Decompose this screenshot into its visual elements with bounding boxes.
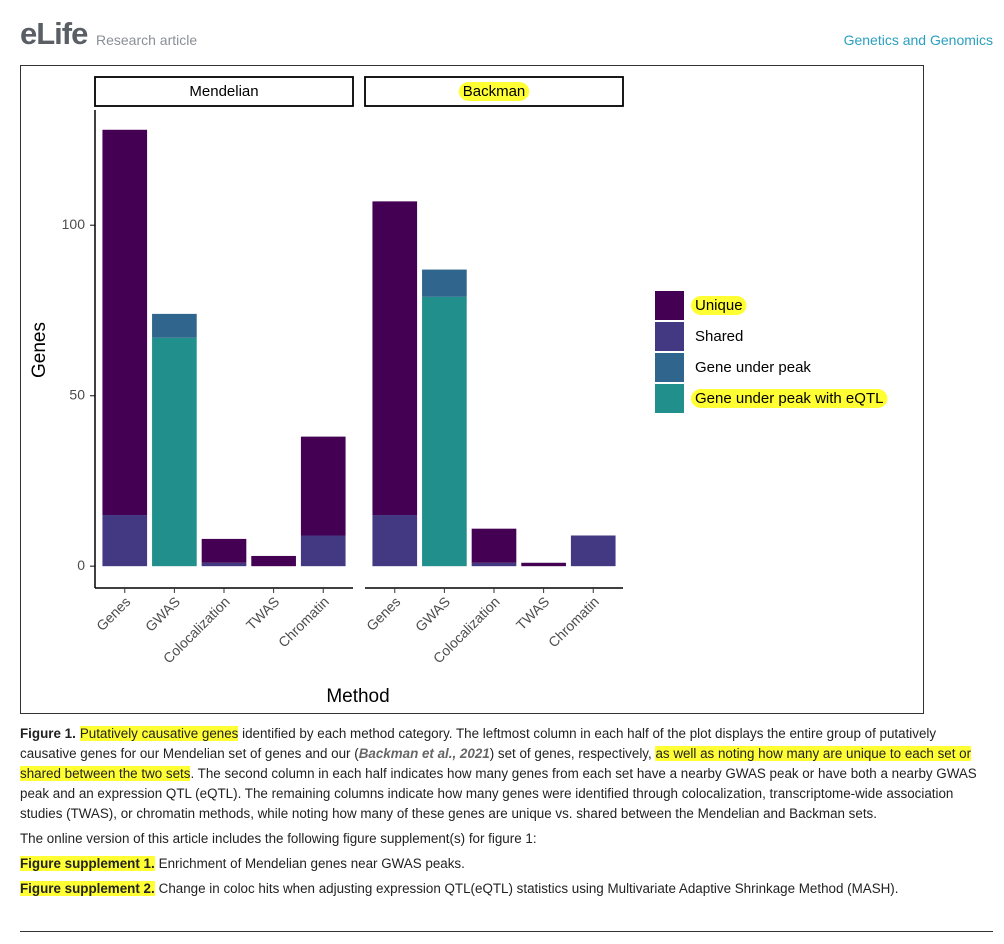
caption-text: . The second column in each half indicat…: [20, 766, 977, 821]
figure-frame: [20, 65, 924, 714]
x-tick-label: Genes: [93, 593, 133, 633]
bar-segment: [102, 515, 148, 567]
bar-segment: [521, 562, 566, 567]
caption-text: identified by each method category. The …: [20, 726, 937, 761]
legend-key: [655, 353, 684, 382]
bar-segment: [300, 535, 346, 567]
x-tick-label: TWAS: [513, 593, 553, 633]
logo: eLife: [20, 16, 88, 51]
supplement-text: Change in coloc hits when adjusting expr…: [158, 881, 899, 896]
supplement-intro: The online version of this article inclu…: [20, 831, 537, 846]
legend-label: Gene under peak with eQTL: [695, 390, 883, 407]
supplement-list: Figure supplement 1. Enrichment of Mendel…: [20, 854, 980, 899]
legend-label: Shared: [695, 328, 743, 345]
figure-caption: Figure 1. Putatively causative genes iden…: [20, 724, 980, 904]
bar-segment: [201, 562, 247, 567]
highlight: [458, 81, 530, 101]
supplement: Figure supplement 1. Enrichment of Mendel…: [20, 854, 980, 874]
x-tick-label: TWAS: [243, 593, 283, 633]
x-tick-label: GWAS: [412, 593, 453, 634]
supplement-text: Enrichment of Mendelian genes near GWAS …: [158, 856, 465, 871]
subject-link[interactable]: Genetics and Genomics: [843, 32, 993, 48]
bar-segment: [471, 528, 517, 563]
facet-label: Backman: [463, 83, 526, 100]
y-axis-title: Genes: [29, 322, 50, 378]
x-axis-title: Method: [326, 686, 389, 707]
y-tick-label: 50: [69, 386, 85, 402]
caption-paragraph: Figure 1. Putatively causative genes iden…: [20, 724, 980, 824]
supplement: Figure supplement 2. Change in coloc hits…: [20, 879, 980, 899]
bar-segment: [570, 535, 616, 567]
legend-label: Gene under peak: [695, 359, 811, 376]
highlight: [691, 295, 747, 315]
figure-label: Figure 1.: [20, 726, 76, 741]
bar-segment: [102, 129, 148, 516]
article-type: Research article: [96, 32, 198, 48]
legend-key: [655, 384, 684, 413]
facet-label: Mendelian: [189, 83, 258, 100]
bar-segment: [422, 269, 467, 297]
bar-segment: [201, 538, 247, 563]
supplement-label[interactable]: Figure supplement 2.: [20, 881, 155, 896]
bar-segment: [471, 562, 517, 567]
x-tick-label: Chromatin: [275, 593, 332, 650]
bar-segment: [372, 515, 418, 567]
bar-segment: [372, 201, 418, 516]
highlight: [691, 388, 888, 408]
bar-segment: [251, 555, 296, 567]
y-tick-label: 100: [62, 216, 86, 232]
x-tick-label: Genes: [363, 593, 403, 633]
x-tick-label: GWAS: [142, 593, 183, 634]
bar-segment: [152, 313, 197, 338]
legend-label: Unique: [695, 297, 743, 314]
bar-segment: [300, 436, 346, 536]
legend-key: [655, 322, 684, 351]
citation-link[interactable]: Backman et al., 2021: [358, 746, 490, 761]
x-tick-label: Chromatin: [545, 593, 602, 650]
legend-key: [655, 291, 684, 320]
caption-text: ) set of genes, respectively,: [489, 746, 656, 761]
divider: [20, 931, 993, 932]
supplement-label[interactable]: Figure supplement 1.: [20, 856, 155, 871]
caption-text: Putatively causative genes: [79, 726, 239, 741]
bar-segment: [422, 296, 467, 567]
facet-strip: [94, 76, 354, 107]
y-tick-label: 0: [77, 557, 85, 573]
bar-segment: [152, 337, 197, 567]
